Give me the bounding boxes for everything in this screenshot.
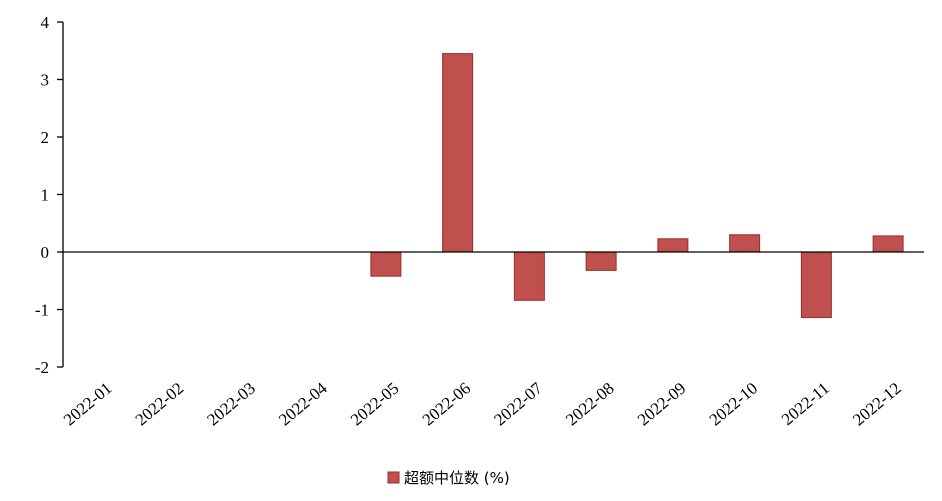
y-tick-label: -1 [35, 301, 49, 320]
y-tick-label: 2 [41, 128, 50, 147]
bar-2022-11 [800, 251, 832, 319]
legend: 超额中位数 (%) [387, 469, 510, 487]
x-tick-label: 2022-08 [562, 379, 618, 430]
x-tick-label: 2022-09 [634, 379, 690, 430]
bars [370, 53, 904, 319]
x-tick-label: 2022-12 [849, 379, 905, 430]
x-axis: 2022-01 2022-02 2022-03 2022-04 2022-05 2022-… [60, 251, 924, 430]
x-tick-label: 2022-03 [203, 379, 259, 430]
bar-2022-06 [442, 53, 474, 253]
x-tick-label: 2022-10 [706, 379, 762, 430]
x-tick-label: 2022-04 [275, 378, 331, 429]
legend-label: 超额中位数 (%) [404, 469, 510, 487]
bar-2022-07 [513, 251, 545, 301]
y-tick-label: 4 [41, 13, 50, 32]
y-tick-label: -2 [35, 358, 49, 377]
bar-2022-10 [729, 234, 761, 253]
x-tick-label: 2022-01 [60, 379, 116, 430]
x-tick-label: 2022-05 [347, 379, 403, 430]
y-tick-label: 0 [41, 243, 50, 262]
bar-2022-08 [585, 251, 617, 271]
bar-2022-05 [370, 251, 402, 277]
x-tick-label: 2022-02 [132, 379, 188, 430]
bar-2022-09 [657, 238, 689, 253]
legend-swatch [387, 471, 400, 484]
y-tick-label: 3 [41, 71, 50, 90]
y-axis: -2 -1 0 1 2 3 4 [35, 13, 64, 377]
x-tick-label: 2022-06 [419, 379, 475, 430]
x-tick-label: 2022-07 [490, 378, 546, 429]
bar-2022-12 [872, 235, 904, 253]
x-tick-label: 2022-11 [778, 379, 833, 430]
y-tick-label: 1 [41, 186, 50, 205]
